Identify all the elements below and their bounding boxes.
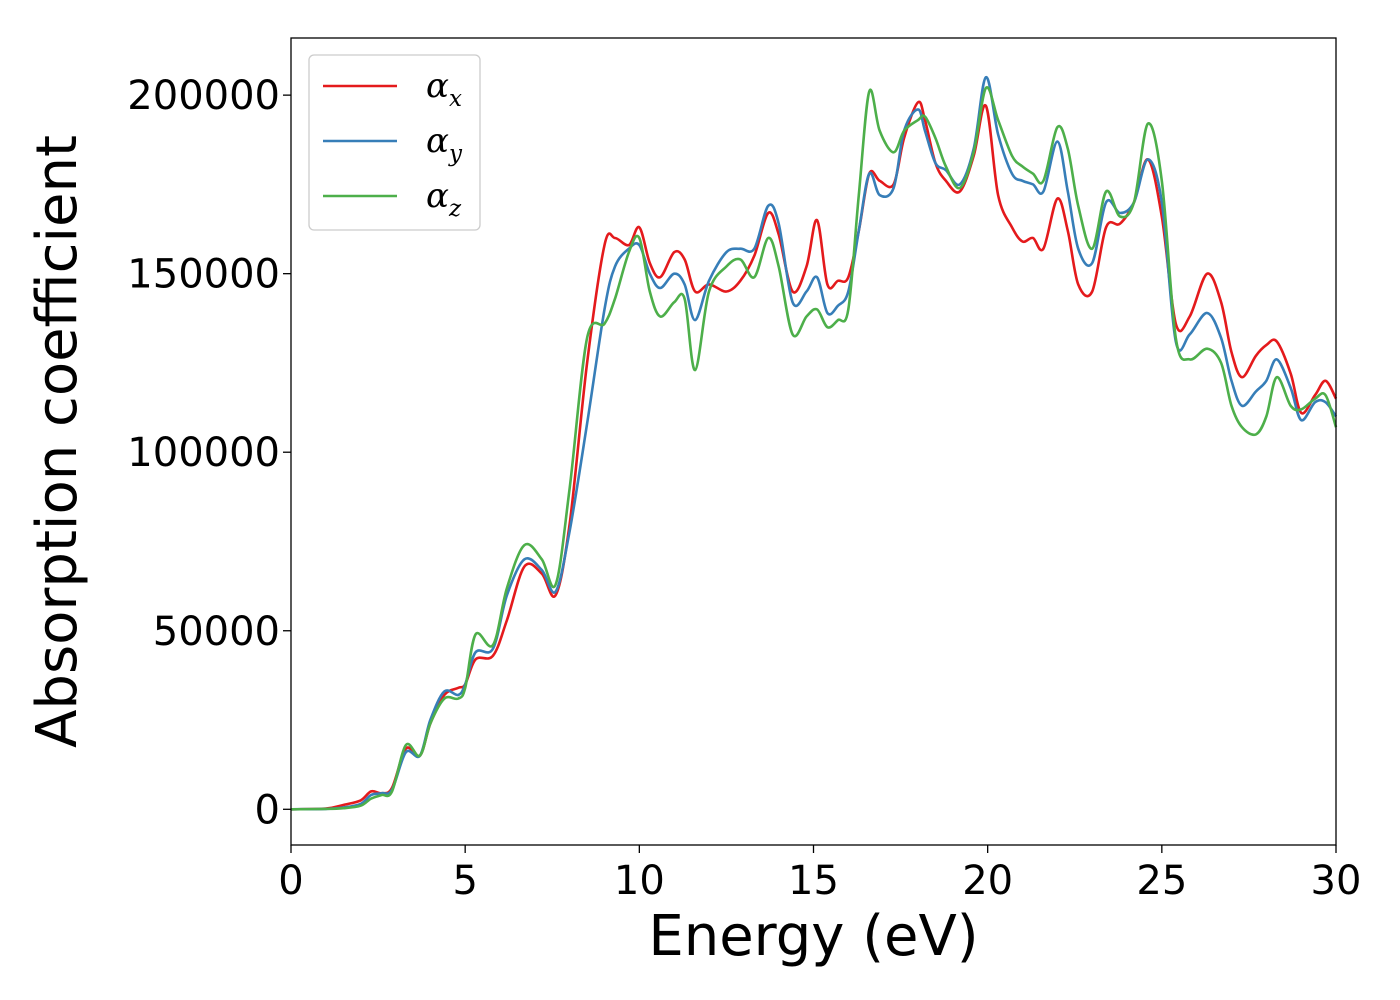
y-tick-label: 200000 [127,73,280,119]
x-tick-label: 10 [614,858,665,904]
y-tick-label: 150000 [127,252,280,298]
x-axis-ticks: 0 5 10 15 20 25 30 [278,845,1361,904]
legend-label-y: αy [426,121,463,167]
x-tick-label: 15 [788,858,839,904]
plot-lines [290,75,1338,811]
y-axis-ticks: 0 50000 100000 150000 200000 [127,73,291,833]
legend-box [308,54,481,231]
x-tick-label: 20 [962,858,1013,904]
y-axis-title: Absorption coefficient [25,135,90,748]
x-tick-label: 25 [1136,858,1187,904]
x-tick-label: 0 [278,858,303,904]
x-axis-title: Energy (eV) [648,904,978,969]
y-tick-label: 50000 [153,609,280,655]
series-line-z [290,86,1338,811]
y-tick-label: 100000 [127,430,280,476]
x-tick-label: 5 [452,858,477,904]
legend: αx αy αz [308,54,481,231]
y-tick-label: 0 [255,787,280,833]
x-tick-label: 30 [1311,858,1362,904]
legend-label-z: αz [426,176,462,222]
legend-label-x: αx [426,66,462,112]
